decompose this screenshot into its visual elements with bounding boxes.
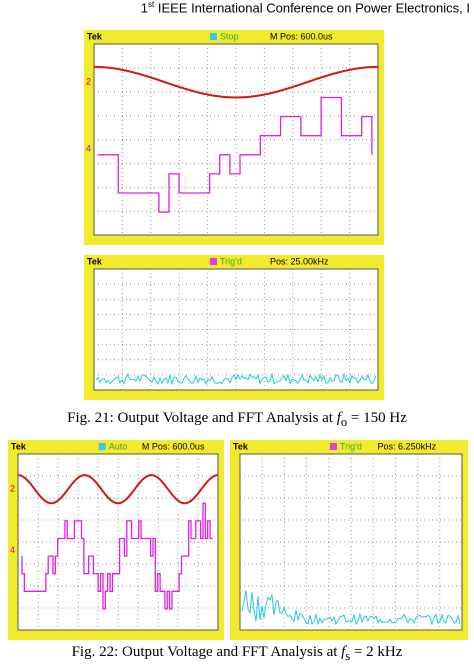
caption-lead: Fig. 21: Output Voltage and FFT Analysis… (67, 410, 337, 426)
status: Stop (220, 31, 239, 41)
switching-trace (21, 502, 213, 610)
caption-tail: = 2 kHz (350, 644, 403, 660)
caption: Fig. 22: Output Voltage and FFT Analysis… (0, 644, 474, 664)
status-dot (210, 33, 217, 40)
channel-marker: 2 (86, 77, 91, 87)
status: Trig'd (340, 441, 362, 451)
scope: Tek Stop M Pos: 600.0us 2 4 (84, 30, 384, 250)
caption-tail: = 150 Hz (347, 410, 407, 426)
scope: Tek Trig'd Pos: 25.00kHz (84, 255, 384, 405)
status-dot (210, 258, 217, 265)
scope-screen: Tek Stop M Pos: 600.0us 2 4 (84, 30, 384, 245)
spectrum-trace (95, 372, 377, 386)
status-dot (329, 443, 337, 450)
position: M Pos: 600.0us (270, 31, 333, 41)
brand: Tek (233, 441, 249, 451)
status: Trig'd (220, 256, 242, 266)
header: 1st IEEE International Conference on Pow… (141, 0, 470, 15)
caption: Fig. 21: Output Voltage and FFT Analysis… (0, 410, 474, 430)
caption-symbol: f (336, 410, 341, 426)
channel-marker: 2 (10, 484, 15, 494)
scope: Tek Auto M Pos: 600.0us 2 4 (8, 440, 224, 645)
brand: Tek (87, 256, 103, 266)
status: Auto (109, 441, 128, 451)
voltage-trace (17, 474, 219, 505)
position: M Pos: 600.0us (142, 441, 205, 451)
position: Pos: 25.00kHz (270, 256, 329, 266)
scope-screen: Tek Trig'd Pos: 25.00kHz (84, 255, 384, 400)
caption-sub: o (340, 415, 348, 429)
brand: Tek (11, 441, 27, 451)
caption-symbol: f (341, 644, 346, 660)
switching-trace (98, 96, 373, 213)
header-suffix: st (147, 0, 155, 9)
scope-screen: Tek Auto M Pos: 600.0us 2 4 (8, 440, 224, 640)
spectrum-trace (241, 590, 461, 626)
header-ordinal: 1 (140, 0, 148, 16)
caption-lead: Fig. 22: Output Voltage and FFT Analysis… (71, 644, 342, 660)
status-dot (98, 443, 106, 450)
header-text: IEEE International Conference on Power E… (157, 0, 470, 16)
position: Pos: 6.250kHz (378, 441, 437, 451)
scope: Tek Trig'd Pos: 6.250kHz (230, 440, 468, 645)
voltage-trace (94, 65, 378, 99)
caption-sub: s (345, 649, 351, 663)
scope-screen: Tek Trig'd Pos: 6.250kHz (230, 440, 468, 640)
channel-marker: 4 (10, 545, 15, 555)
brand: Tek (87, 31, 103, 41)
channel-marker: 4 (86, 143, 91, 153)
